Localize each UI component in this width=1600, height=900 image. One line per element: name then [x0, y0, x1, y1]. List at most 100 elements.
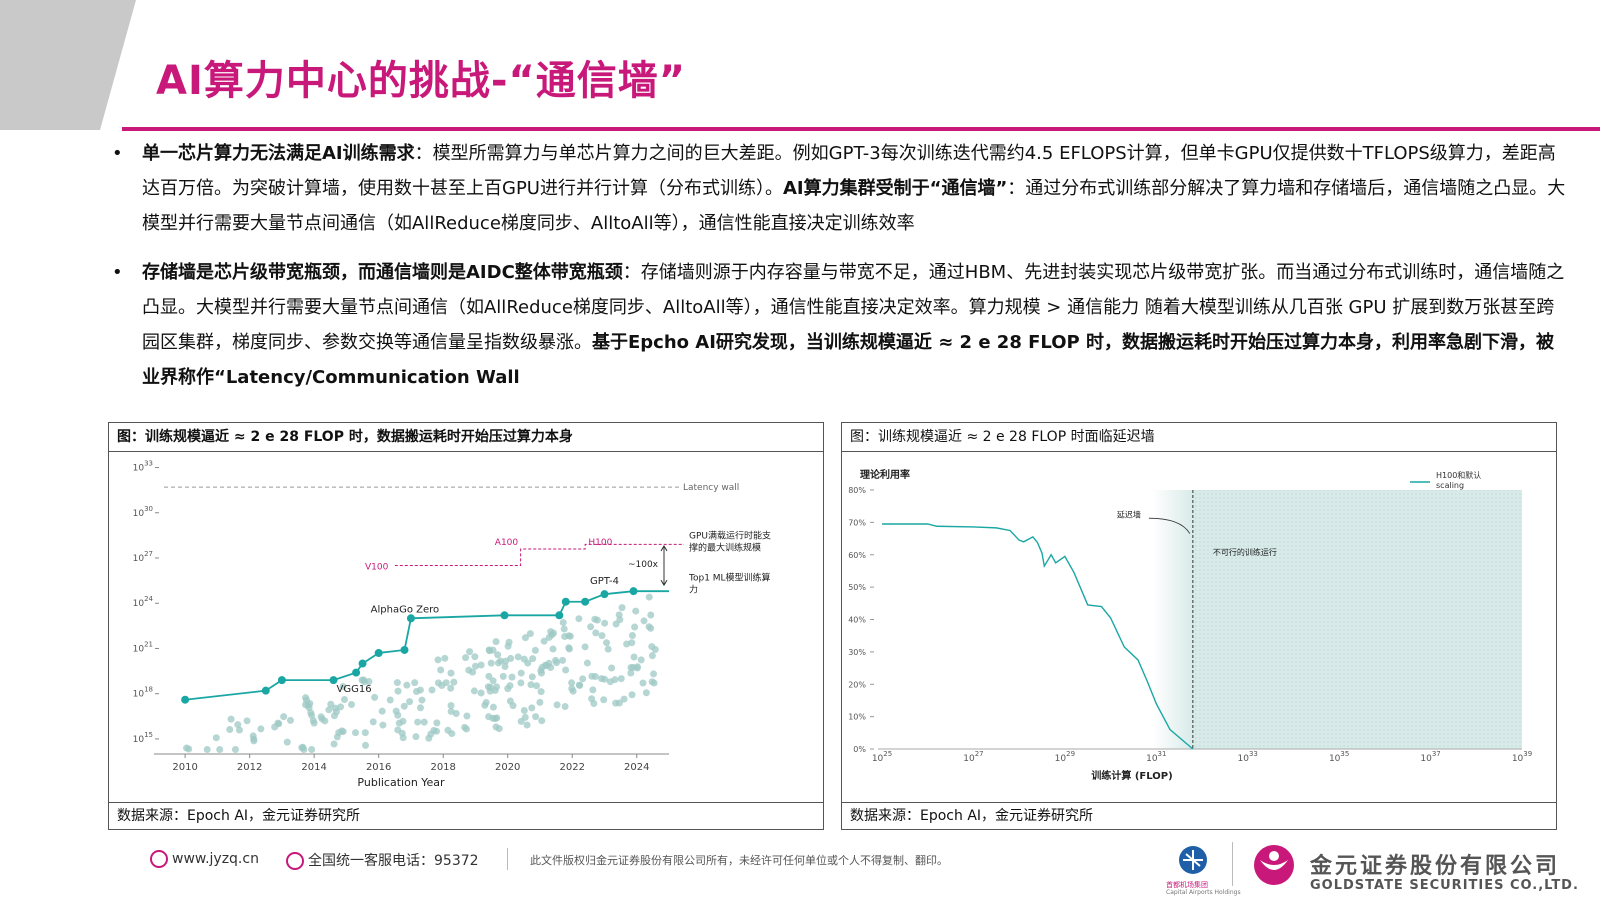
scatter-point [559, 656, 567, 664]
company-name-en: GOLDSTATE SECURITIES CO.,LTD. [1310, 878, 1579, 893]
scatter-point [461, 723, 469, 731]
scatter-point [627, 669, 635, 677]
scatter-point [632, 607, 640, 615]
frontier-point [358, 659, 367, 668]
right-figure-panel: 图：训练规模逼近 ≈ 2 e 28 FLOP 时面临延迟墙 理论利用率 0% 10%… [841, 422, 1557, 830]
scatter-point [540, 637, 548, 645]
scatter-point [631, 623, 639, 631]
legend-label-line2: scaling [1436, 481, 1464, 490]
scatter-point [547, 664, 555, 672]
scatter-point [523, 721, 531, 729]
bullet-2-text-1: ：存储墙则源于内存容量与带宽不足，通过HBM、先进封装实现芯片级带宽扩张。而当通… [142, 262, 1565, 353]
x-tick-label: 1025 [872, 750, 892, 764]
bullet-dot: • [112, 262, 123, 283]
scatter-point [339, 682, 347, 690]
x-tick-label: 1033 [1238, 750, 1258, 764]
scatter-point [280, 713, 288, 721]
h100-label: H100 [588, 538, 612, 548]
y-tick-label: 1030 [133, 505, 153, 519]
scatter-point [433, 719, 441, 727]
logo-separator [1232, 842, 1233, 886]
frontier-point [600, 590, 609, 599]
scatter-point [618, 604, 626, 612]
scatter-point [529, 655, 537, 663]
frontier-point [400, 645, 409, 654]
scatter-point [495, 725, 503, 733]
scatter-point [509, 702, 517, 710]
scatter-point [386, 696, 394, 704]
scatter-point [545, 633, 553, 641]
corner-decoration [0, 0, 136, 130]
scatter-point [298, 744, 306, 752]
a100-label: A100 [495, 538, 519, 548]
left-figure-source: 数据来源：Epoch AI，金元证券研究所 [109, 802, 823, 829]
scatter-point [499, 672, 507, 680]
scatter-point [466, 648, 474, 656]
scatter-point [379, 721, 387, 729]
scatter-point [340, 695, 348, 703]
scatter-point [620, 695, 628, 703]
y-tick-label: 0% [853, 745, 866, 754]
scatter-point [628, 691, 636, 699]
scatter-point [536, 698, 544, 706]
frontier-point [581, 597, 590, 606]
vgg16-label: VGG16 [337, 684, 372, 695]
scatter-point [394, 726, 402, 734]
scatter-point [331, 704, 339, 712]
gpu-capacity-steps [394, 543, 684, 567]
scatter-point [489, 677, 497, 685]
capital-airports-name-en: Capital Airports Holdings [1166, 889, 1241, 896]
scatter-point [425, 734, 433, 742]
bullet-item-2: • 存储墙是芯片级带宽瓶颈，而通信墙则是AIDC整体带宽瓶颈：存储墙则源于内存容… [112, 255, 1568, 395]
scatter-point [612, 620, 620, 628]
x-tick-label: 1039 [1512, 750, 1532, 764]
scatter-point [648, 643, 656, 651]
scatter-point [434, 679, 442, 687]
scatter-point [537, 669, 545, 677]
x-tick-label: 2016 [366, 762, 391, 773]
wall-transition [1152, 490, 1193, 749]
footer-hotline: 全国统一客服电话：95372 [286, 850, 479, 870]
scatter-point [520, 707, 528, 715]
frontier-point [629, 587, 638, 596]
scatter-point [447, 707, 455, 715]
scatter-point [598, 675, 606, 683]
scatter-point [463, 712, 471, 720]
scatter-point [337, 703, 345, 711]
frontier-point [329, 676, 338, 685]
x-tick-label: 1037 [1420, 750, 1440, 764]
bullet-2-bold-2: 基于Epcho AI研究发现，当训练规模逼近 ≈ 2 e 28 FLOP 时，数… [142, 332, 1555, 388]
y-axis-title: 理论利用率 [860, 468, 910, 481]
scatter-point [412, 733, 420, 741]
scatter-point [650, 679, 658, 687]
frontier-point [561, 597, 570, 606]
capital-airports-name: 首都机场集团 [1166, 881, 1208, 889]
scatter-point [411, 679, 419, 687]
footer-copyright: 此文件版权归金元证券股份有限公司所有，未经许可任何单位或个人不得复制、翻印。 [530, 854, 948, 867]
scatter-point [308, 745, 316, 753]
scatter-point [553, 659, 561, 667]
scatter-point [553, 701, 561, 709]
scatter-point [604, 645, 612, 653]
scatter-point [506, 682, 514, 690]
scatter-point [565, 645, 573, 653]
footer-website[interactable]: www.jyzq.cn [150, 850, 259, 868]
gap-arrow-head-down [660, 579, 668, 587]
scatter-point [361, 729, 369, 737]
scatter-point [486, 647, 494, 655]
x-tick-label: 2020 [495, 762, 520, 773]
scatter-point [517, 717, 525, 725]
scatter-point [606, 678, 614, 686]
x-tick-label: 1029 [1055, 750, 1075, 764]
scatter-point [639, 679, 647, 687]
scatter-point [645, 593, 653, 601]
bullet-list: • 单一芯片算力无法满足AI训练需求：模型所需算力与单芯片算力之间的巨大差距。例… [112, 128, 1568, 395]
gap-label: ~100x [628, 560, 659, 570]
scatter-point [547, 628, 555, 636]
scatter-point [608, 664, 616, 672]
frontier-point [374, 648, 383, 657]
scatter-point [583, 659, 591, 667]
scatter-point [588, 672, 596, 680]
scatter-point [352, 729, 360, 737]
scatter-point [650, 670, 658, 678]
